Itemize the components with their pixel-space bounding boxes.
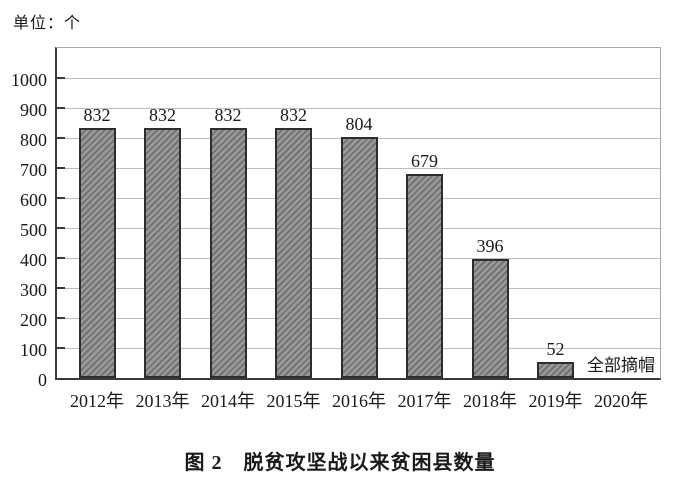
annotation-all-delisted: 全部摘帽 [587,356,655,375]
bar-2014年 [209,128,247,378]
bar-value-label-2019年: 52 [546,339,565,360]
y-axis-tick-300 [57,287,65,289]
plot-area: 832 832 832 832 804 679 396 52 全部摘帽 [55,47,661,380]
y-axis-label-500: 500 [20,220,47,240]
bar-2012年 [78,128,116,378]
x-axis-label-2016年: 2016年 [332,391,386,411]
bar-2016年 [340,136,378,378]
bar-2018年 [471,259,509,378]
x-axis-label-2015年: 2015年 [266,391,321,411]
x-axis-label-2020年: 2020年 [594,391,648,411]
y-axis-label-100: 100 [20,340,47,360]
bar-value-label-2017年: 679 [411,151,438,172]
y-axis-tick-900 [57,107,65,109]
gridline-1000 [57,77,660,79]
y-axis-tick-500 [57,227,65,229]
bar-value-label-2018年: 396 [476,236,504,257]
x-axis-label-2017年: 2017年 [397,391,452,411]
bar-value-label-2012年: 832 [83,105,111,126]
gridline-900 [57,107,660,109]
x-axis-label-2013年: 2013年 [135,391,190,411]
x-axis-label-2018年: 2018年 [463,391,517,411]
bar-2017年 [406,174,443,378]
y-axis-label-300: 300 [20,280,47,300]
y-axis-tick-200 [57,317,65,319]
y-axis-label-1000: 1000 [11,70,47,90]
y-axis-label-900: 900 [20,100,47,120]
y-axis-tick-800 [57,137,65,139]
bar-value-label-2013年: 832 [149,105,176,126]
y-axis-tick-400 [57,257,65,259]
bar-2019年 [537,362,574,378]
y-axis-label-0: 0 [38,370,47,390]
bar-2013年 [144,128,181,378]
bar-value-label-2015年: 832 [280,105,307,126]
x-axis-label-2012年: 2012年 [70,391,124,411]
y-axis-label-800: 800 [20,130,47,150]
bar-2015年 [275,128,312,378]
x-axis-label-2014年: 2014年 [201,391,255,411]
y-axis-label-600: 600 [20,190,47,210]
y-axis-tick-700 [57,167,65,169]
y-axis-label-700: 700 [20,160,47,180]
figure-caption: 图 2 脱贫攻坚战以来贫困县数量 [184,452,496,474]
unit-label: 单位：个 [13,15,82,32]
y-axis-label-400: 400 [20,250,47,270]
y-axis-tick-600 [57,197,65,199]
bar-value-label-2016年: 804 [345,113,373,134]
y-axis-tick-1000 [57,77,65,79]
bar-value-label-2014年: 832 [214,105,242,126]
y-axis-tick-100 [57,347,65,349]
x-axis-label-2019年: 2019年 [528,391,583,411]
y-axis-label-200: 200 [20,310,47,330]
